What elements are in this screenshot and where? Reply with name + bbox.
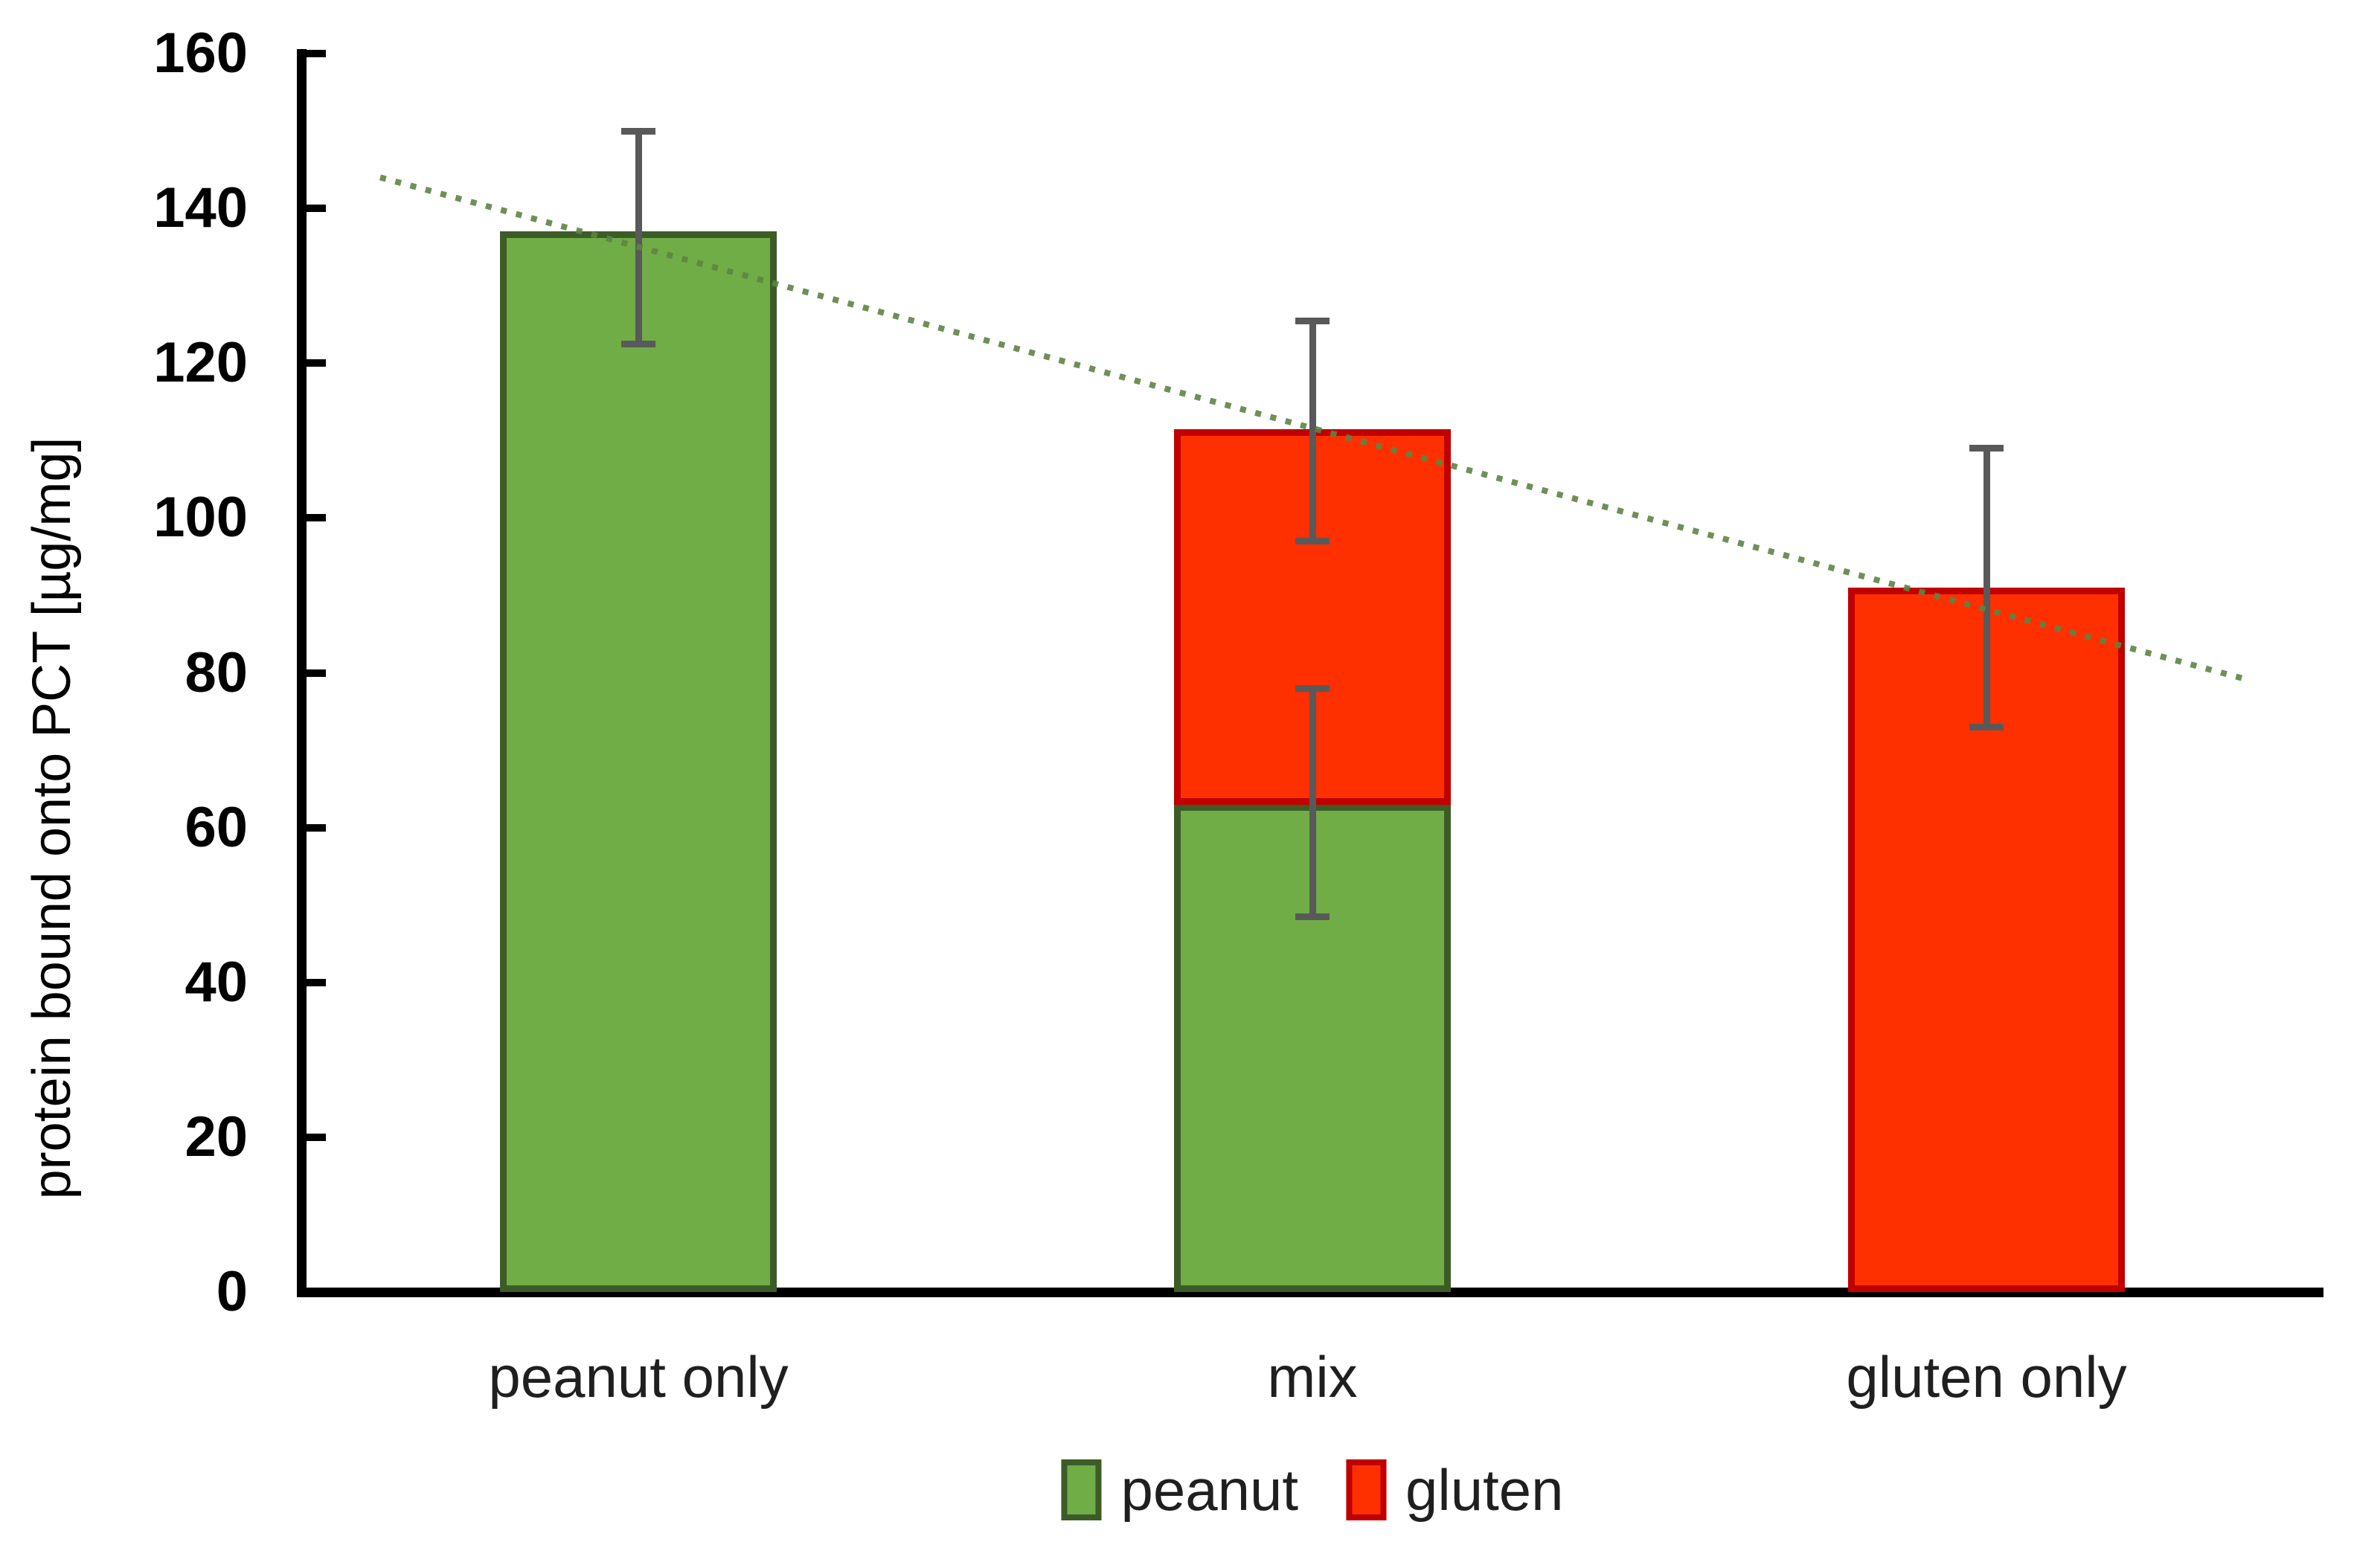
error-bar-line	[1309, 321, 1316, 542]
legend: peanut gluten	[1061, 1459, 1564, 1520]
trendline	[379, 174, 2252, 684]
y-tick	[307, 1134, 326, 1141]
y-tick	[307, 514, 326, 521]
legend-swatch-gluten-icon	[1346, 1459, 1387, 1520]
y-tick-label: 0	[216, 1260, 248, 1323]
y-tick-label: 100	[153, 486, 248, 549]
error-bar-cap-bottom	[1295, 538, 1330, 544]
bar-peanut-only-peanut	[500, 231, 777, 1292]
legend-entry-gluten: gluten	[1346, 1459, 1564, 1520]
legend-label-peanut: peanut	[1120, 1457, 1299, 1523]
y-tick-label: 120	[153, 331, 248, 394]
y-tick	[307, 824, 326, 832]
error-bar-cap-top	[621, 128, 655, 135]
x-label-peanut-only: peanut only	[488, 1344, 789, 1410]
error-bar-cap-top	[1969, 445, 2004, 452]
x-label-mix: mix	[1267, 1344, 1358, 1410]
y-tick-label: 60	[185, 796, 248, 859]
y-tick	[307, 1288, 326, 1296]
x-label-gluten-only: gluten only	[1846, 1344, 2127, 1410]
y-tick	[307, 50, 326, 57]
legend-swatch-peanut-icon	[1061, 1459, 1102, 1520]
y-tick	[307, 669, 326, 677]
error-bar-line	[1309, 688, 1316, 916]
y-axis-line	[297, 49, 307, 1297]
error-bar-cap-bottom	[621, 341, 655, 347]
y-tick-label: 80	[185, 641, 248, 704]
y-tick	[307, 359, 326, 367]
error-bar-cap-top	[1295, 318, 1330, 324]
legend-label-gluten: gluten	[1405, 1457, 1564, 1523]
y-tick	[307, 205, 326, 212]
y-tick-label: 160	[153, 22, 248, 85]
error-bar-cap-bottom	[1295, 913, 1330, 920]
plot-area	[301, 54, 2323, 1292]
error-bar-cap-top	[1295, 685, 1330, 692]
x-axis-line	[297, 1288, 2323, 1297]
error-bar-line	[1983, 449, 1990, 727]
y-tick-label: 20	[185, 1105, 248, 1169]
y-tick-label: 40	[185, 951, 248, 1014]
legend-entry-peanut: peanut	[1061, 1459, 1298, 1520]
y-tick	[307, 979, 326, 986]
y-tick-label: 140	[153, 176, 248, 240]
error-bar-line	[635, 131, 642, 344]
error-bar-cap-bottom	[1969, 724, 2004, 730]
